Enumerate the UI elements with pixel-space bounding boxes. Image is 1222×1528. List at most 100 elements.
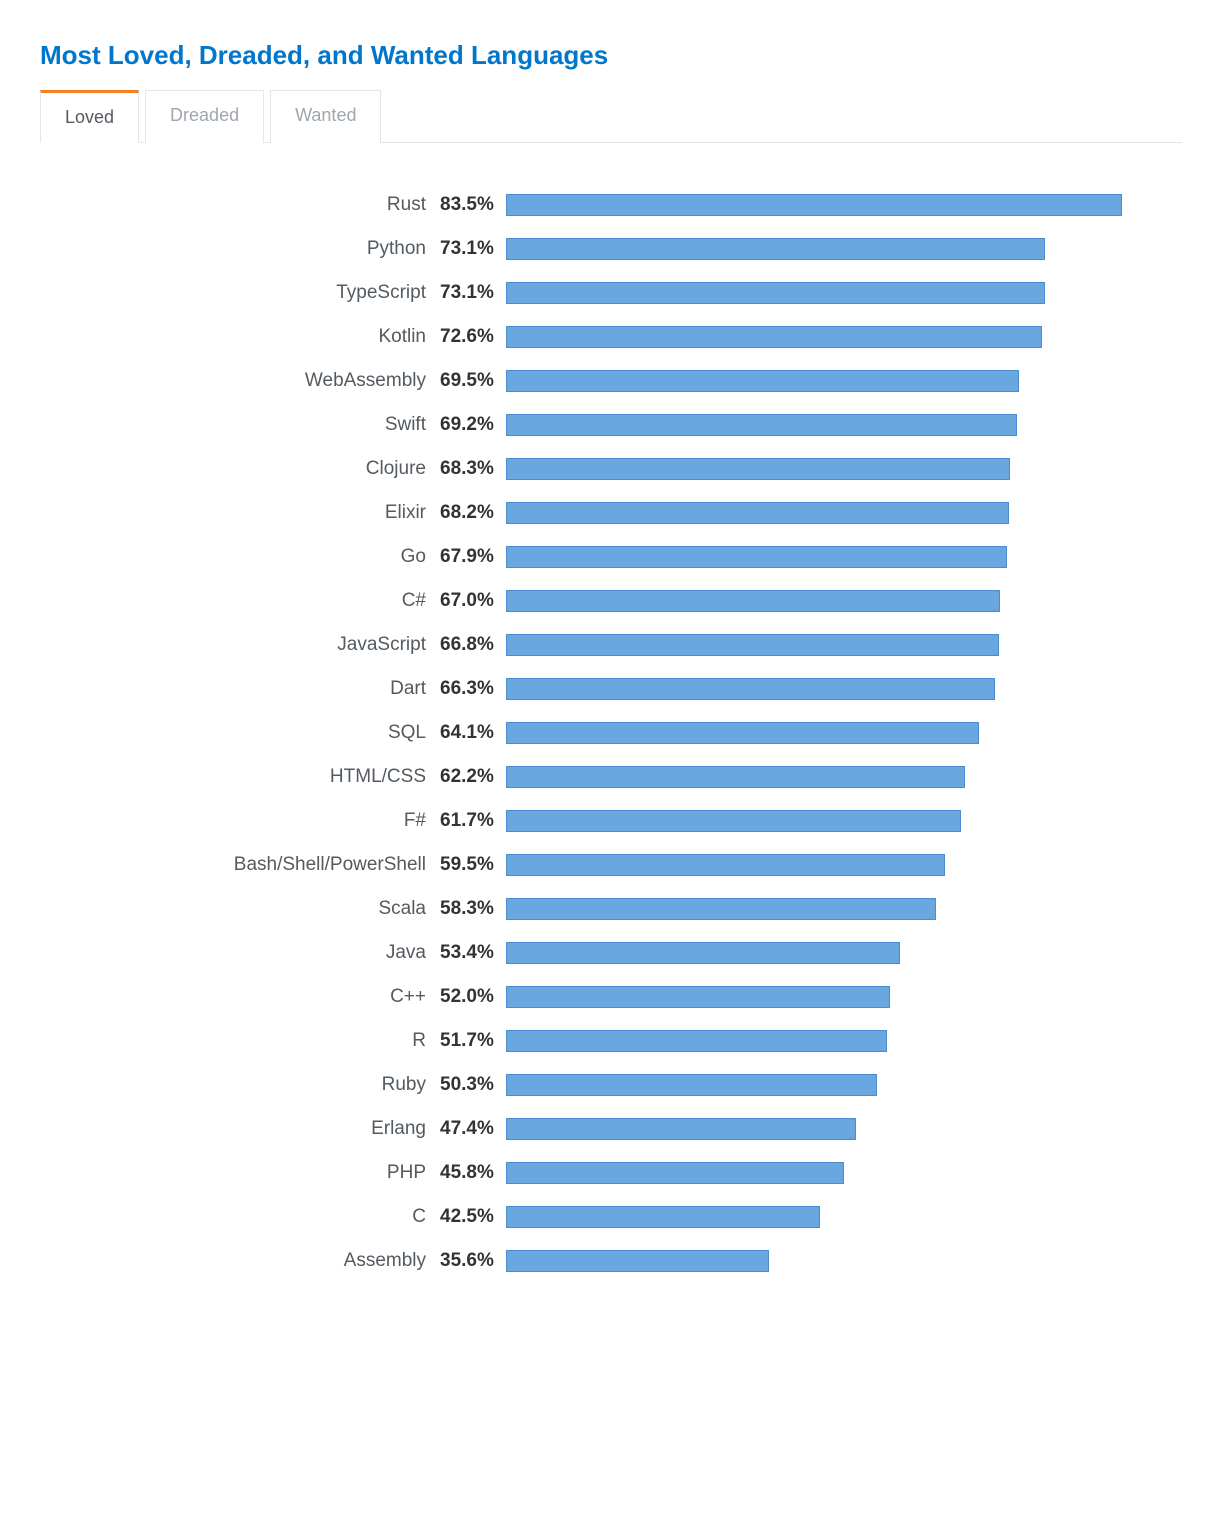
bar-track xyxy=(506,546,1122,568)
chart-row: F#61.7% xyxy=(40,799,1122,843)
bar-label: PHP xyxy=(40,1162,440,1184)
bar-fill xyxy=(506,986,890,1008)
chart-row: SQL64.1% xyxy=(40,711,1122,755)
chart-row: Bash/Shell/PowerShell59.5% xyxy=(40,843,1122,887)
bar-fill xyxy=(506,1206,820,1228)
bar-percent: 53.4% xyxy=(440,942,506,964)
bar-percent: 45.8% xyxy=(440,1162,506,1184)
bar-track xyxy=(506,722,1122,744)
tab-loved[interactable]: Loved xyxy=(40,90,139,143)
bar-percent: 51.7% xyxy=(440,1030,506,1052)
chart-row: Python73.1% xyxy=(40,227,1122,271)
chart-row: C42.5% xyxy=(40,1195,1122,1239)
bar-percent: 42.5% xyxy=(440,1206,506,1228)
bar-label: C# xyxy=(40,590,440,612)
chart-row: Java53.4% xyxy=(40,931,1122,975)
bar-track xyxy=(506,414,1122,436)
bar-label: Elixir xyxy=(40,502,440,524)
bar-track xyxy=(506,1250,1122,1272)
chart-row: Go67.9% xyxy=(40,535,1122,579)
bar-percent: 69.5% xyxy=(440,370,506,392)
bar-percent: 62.2% xyxy=(440,766,506,788)
bar-percent: 64.1% xyxy=(440,722,506,744)
chart-row: Rust83.5% xyxy=(40,183,1122,227)
bar-label: Swift xyxy=(40,414,440,436)
bar-fill xyxy=(506,854,945,876)
bar-percent: 52.0% xyxy=(440,986,506,1008)
chart-row: Ruby50.3% xyxy=(40,1063,1122,1107)
bar-fill xyxy=(506,458,1010,480)
bar-fill xyxy=(506,326,1042,348)
tab-dreaded[interactable]: Dreaded xyxy=(145,90,264,143)
bar-label: Go xyxy=(40,546,440,568)
bar-label: Scala xyxy=(40,898,440,920)
bar-fill xyxy=(506,1030,887,1052)
bar-fill xyxy=(506,1074,877,1096)
bar-label: Dart xyxy=(40,678,440,700)
chart-row: Erlang47.4% xyxy=(40,1107,1122,1151)
section-title: Most Loved, Dreaded, and Wanted Language… xyxy=(40,40,1182,71)
bar-percent: 67.9% xyxy=(440,546,506,568)
bar-fill xyxy=(506,678,995,700)
bar-label: Erlang xyxy=(40,1118,440,1140)
bar-track xyxy=(506,766,1122,788)
bar-track xyxy=(506,942,1122,964)
tab-label: Wanted xyxy=(295,105,356,125)
bar-fill xyxy=(506,898,936,920)
bar-percent: 35.6% xyxy=(440,1250,506,1272)
bar-label: F# xyxy=(40,810,440,832)
tab-wanted[interactable]: Wanted xyxy=(270,90,381,143)
chart-row: Dart66.3% xyxy=(40,667,1122,711)
bar-track xyxy=(506,194,1122,216)
chart-row: Swift69.2% xyxy=(40,403,1122,447)
chart-row: Kotlin72.6% xyxy=(40,315,1122,359)
bar-label: C++ xyxy=(40,986,440,1008)
bar-track xyxy=(506,458,1122,480)
chart-row: HTML/CSS62.2% xyxy=(40,755,1122,799)
bar-label: TypeScript xyxy=(40,282,440,304)
bar-label: R xyxy=(40,1030,440,1052)
bar-fill xyxy=(506,238,1045,260)
bar-fill xyxy=(506,766,965,788)
bar-track xyxy=(506,238,1122,260)
bar-percent: 68.3% xyxy=(440,458,506,480)
tab-label: Dreaded xyxy=(170,105,239,125)
bar-percent: 61.7% xyxy=(440,810,506,832)
chart-row: R51.7% xyxy=(40,1019,1122,1063)
bar-percent: 67.0% xyxy=(440,590,506,612)
bar-fill xyxy=(506,634,999,656)
bar-percent: 72.6% xyxy=(440,326,506,348)
bar-label: Rust xyxy=(40,194,440,216)
bar-track xyxy=(506,502,1122,524)
bar-track xyxy=(506,986,1122,1008)
bar-track xyxy=(506,854,1122,876)
bar-track xyxy=(506,898,1122,920)
chart-row: Assembly35.6% xyxy=(40,1239,1122,1283)
bar-fill xyxy=(506,282,1045,304)
bar-percent: 83.5% xyxy=(440,194,506,216)
bar-fill xyxy=(506,590,1000,612)
tab-bar: Loved Dreaded Wanted xyxy=(40,89,1182,143)
chart-container: Most Loved, Dreaded, and Wanted Language… xyxy=(0,0,1222,1323)
bar-label: HTML/CSS xyxy=(40,766,440,788)
chart-row: C#67.0% xyxy=(40,579,1122,623)
chart-row: PHP45.8% xyxy=(40,1151,1122,1195)
bar-percent: 66.8% xyxy=(440,634,506,656)
bar-percent: 58.3% xyxy=(440,898,506,920)
bar-fill xyxy=(506,1250,769,1272)
bar-label: JavaScript xyxy=(40,634,440,656)
bar-track xyxy=(506,810,1122,832)
bar-fill xyxy=(506,414,1017,436)
bar-track xyxy=(506,1030,1122,1052)
bar-label: WebAssembly xyxy=(40,370,440,392)
bar-track xyxy=(506,1162,1122,1184)
bar-fill xyxy=(506,1162,844,1184)
tab-label: Loved xyxy=(65,107,114,127)
chart-row: TypeScript73.1% xyxy=(40,271,1122,315)
bar-percent: 69.2% xyxy=(440,414,506,436)
bar-track xyxy=(506,590,1122,612)
chart-row: JavaScript66.8% xyxy=(40,623,1122,667)
chart-row: Elixir68.2% xyxy=(40,491,1122,535)
bar-label: C xyxy=(40,1206,440,1228)
bar-fill xyxy=(506,1118,856,1140)
